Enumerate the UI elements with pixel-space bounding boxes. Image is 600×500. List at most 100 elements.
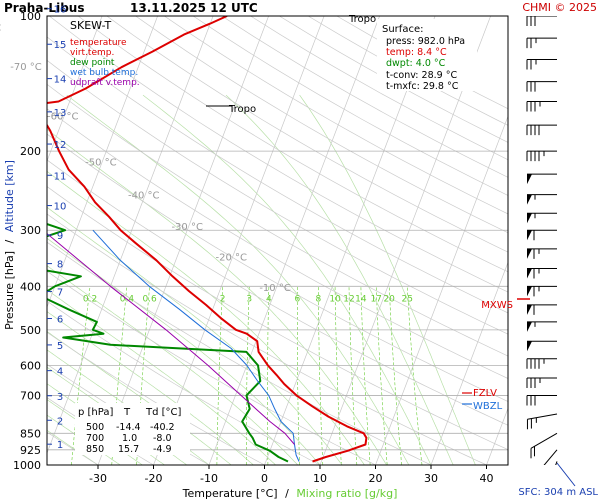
wind-barb-staff — [530, 432, 558, 449]
isotherm-line — [486, 407, 508, 465]
mixing-ratio-line — [267, 286, 270, 465]
mixing-ratio-line — [388, 286, 402, 465]
mixing-ratio-label: 4 — [266, 294, 272, 304]
pressure-tick-label: 100 — [20, 10, 41, 23]
isotherm-label: -80 °C — [0, 23, 1, 34]
table-cell: 700 — [86, 433, 104, 444]
altitude-tick-label: 13 — [54, 108, 67, 119]
pressure-tick-label: 400 — [20, 280, 41, 293]
dry-adiabat-line — [47, 36, 508, 314]
isotherm-line — [97, 16, 269, 465]
mixing-ratio-axis-label: Mixing ratio [g/kg] — [296, 487, 397, 500]
level-table: p [hPa] T Td [°C] 500 -14.4 -40.2 700 1.… — [75, 403, 190, 455]
wbzl-label: WBZL — [473, 401, 503, 412]
isotherm-label: -60 °C — [47, 111, 79, 122]
updraft-line — [47, 232, 295, 445]
surface-tmxfc: t-mxfc: 29.8 °C — [386, 81, 459, 92]
wind-barb-pennant — [527, 341, 532, 352]
dry-adiabat-line — [47, 108, 508, 379]
dry-adiabat-line — [106, 16, 508, 253]
moist-adiabat-line — [47, 289, 276, 465]
wind-barb-staff — [527, 413, 558, 420]
wind-barb-pennant — [527, 268, 532, 279]
sfc-label: SFC: 304 m ASL — [518, 487, 598, 498]
mixing-ratio-label: 12 — [343, 294, 354, 304]
fzlv-label: FZLV — [473, 388, 497, 399]
pressure-tick-label: 925 — [20, 444, 41, 457]
dewpoint-line — [47, 222, 289, 463]
legend: SKEW-T temperature virt.temp. dew point … — [70, 19, 140, 88]
dry-adiabat-line — [77, 16, 508, 273]
mixing-ratio-label: 14 — [355, 294, 367, 304]
profile-series — [47, 16, 368, 463]
wind-barb-pennant — [527, 174, 532, 185]
pressure-tick-labels: 1000 925 850 700 600 500 400 300 200 100 — [13, 10, 41, 472]
isotherm-line — [430, 261, 508, 465]
wind-barb-pennant — [527, 286, 532, 297]
x-axis-slash: / — [285, 487, 289, 500]
temperature-tick-label: 30 — [424, 472, 438, 485]
wind-barbs — [526, 16, 558, 465]
wind-barb-pennant — [527, 321, 532, 332]
dry-adiabat-line — [47, 59, 508, 335]
table-cell: 500 — [86, 422, 104, 433]
y-axis-title: Pressure [hPa] / Altitude [km] — [3, 160, 16, 330]
surface-temp: temp: 8.4 °C — [386, 47, 447, 58]
mixing-ratio-label: 20 — [383, 294, 395, 304]
mixing-ratio-label: 10 — [329, 294, 341, 304]
temperature-axis-label: Temperature [°C] — [182, 487, 278, 500]
mixing-ratio-labels: 0.2 0.4 0.6 2 3 4 6 8 10 12 14 17 20 25 — [83, 294, 413, 304]
isotherm-line — [47, 16, 214, 455]
svg-text:Pressure [hPa] / A: Pressure [hPa] / Altitude [km] — [3, 160, 16, 330]
pressure-tick-label: 700 — [20, 389, 41, 402]
temperature-tick-label: 40 — [480, 472, 494, 485]
altitude-tick-label: 9 — [57, 231, 63, 242]
isotherm-label: -70 °C — [10, 62, 42, 73]
mxws-label: MXWS — [481, 300, 513, 311]
altitude-tick-label: 16 — [54, 5, 67, 16]
altitude-tick-label: 5 — [57, 341, 63, 352]
isotherm-label: -40 °C — [128, 191, 160, 202]
altitude-tick-label: 4 — [57, 367, 63, 378]
surface-tconv: t-conv: 28.9 °C — [386, 70, 457, 81]
moist-adiabat-line — [47, 128, 387, 465]
moist-adiabat-line — [66, 94, 410, 465]
dry-adiabat-line — [192, 16, 508, 196]
table-cell: -40.2 — [150, 422, 175, 433]
table-cell: 1.0 — [122, 433, 137, 444]
x-axis-title: Temperature [°C] / Mixing ratio [g/kg] — [182, 487, 398, 500]
dry-adiabat-line — [164, 16, 508, 215]
table-cell: 15.7 — [118, 444, 139, 455]
altitude-tick-label: 8 — [57, 260, 63, 271]
pressure-tick-label: 200 — [20, 145, 41, 158]
legend-item-virt-temp: virt.temp. — [70, 48, 114, 58]
wind-barb-pennant — [527, 304, 532, 315]
surface-press: press: 982.0 hPa — [386, 36, 465, 47]
altitude-tick-label: 10 — [54, 202, 67, 213]
tropopause-label-upper: Tropo — [348, 14, 376, 25]
wind-barb-pennant — [527, 230, 532, 241]
temperature-tick-label: -20 — [145, 472, 163, 485]
dry-adiabat-line — [47, 133, 508, 402]
legend-item-temperature: temperature — [70, 38, 127, 48]
dry-adiabat-line — [135, 16, 508, 234]
isotherm-line — [153, 16, 325, 465]
temperature-tick-label: 20 — [369, 472, 383, 485]
altitude-tick-label: 12 — [54, 140, 67, 151]
y-axis-slash: / — [3, 239, 16, 243]
temperature-tick-label: -30 — [89, 472, 107, 485]
altitude-tick-label: 6 — [57, 315, 63, 326]
mixing-ratio-label: 0.6 — [142, 294, 157, 304]
isotherm-label: -50 °C — [85, 157, 117, 168]
altitude-tick-label: 15 — [54, 40, 67, 51]
legend-item-updraft: udpraft v.temp. — [70, 78, 140, 88]
isotherm-line — [47, 16, 103, 163]
table-cell: -14.4 — [116, 422, 141, 433]
table-header-p: p [hPa] — [78, 407, 113, 418]
table-cell: -8.0 — [153, 433, 172, 444]
table-cell: 850 — [86, 444, 104, 455]
surface-info-box: Surface: press: 982.0 hPa temp: 8.4 °C d… — [377, 19, 477, 92]
mixing-ratio-label: 17 — [370, 294, 381, 304]
